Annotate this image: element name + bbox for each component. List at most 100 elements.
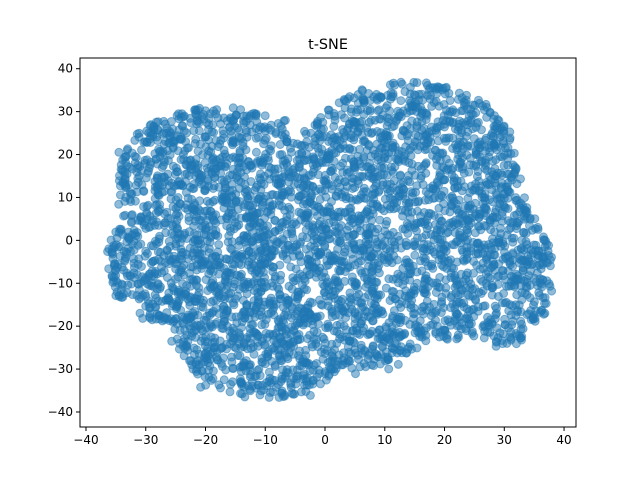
scatter-point	[171, 313, 181, 323]
scatter-point	[134, 294, 144, 304]
scatter-point	[438, 224, 448, 234]
scatter-point	[211, 252, 221, 262]
x-tick-label: −10	[253, 433, 278, 447]
scatter-point	[245, 372, 255, 382]
scatter-point	[266, 250, 276, 260]
scatter-point	[365, 104, 375, 114]
scatter-point	[347, 304, 357, 314]
scatter-point	[442, 334, 452, 344]
scatter-point	[344, 347, 354, 357]
scatter-point	[265, 388, 275, 397]
scatter-point	[133, 174, 143, 184]
scatter-point	[157, 172, 167, 182]
scatter-point	[483, 250, 492, 260]
scatter-point	[217, 190, 227, 200]
scatter-point	[436, 216, 446, 226]
scatter-point	[533, 222, 543, 232]
scatter-point	[277, 234, 287, 244]
scatter-point	[253, 380, 263, 390]
scatter-point	[220, 161, 230, 171]
scatter-point	[479, 221, 489, 230]
scatter-point	[522, 277, 532, 287]
scatter-point	[466, 319, 476, 329]
scatter-point	[436, 244, 446, 254]
scatter-point	[168, 142, 178, 152]
scatter-point	[442, 165, 452, 175]
scatter-point	[185, 314, 195, 324]
scatter-point	[323, 105, 333, 115]
scatter-point	[273, 323, 283, 333]
scatter-point	[204, 125, 213, 135]
scatter-point	[449, 177, 459, 187]
scatter-point	[263, 221, 272, 231]
scatter-point	[313, 119, 323, 129]
scatter-point	[330, 275, 340, 285]
scatter-point	[464, 221, 474, 230]
scatter-point	[225, 387, 235, 397]
scatter-point	[474, 213, 484, 223]
scatter-point	[201, 332, 211, 341]
x-tick-label: 10	[377, 433, 392, 447]
scatter-point	[266, 308, 276, 318]
scatter-point	[315, 216, 325, 226]
scatter-point	[521, 237, 531, 247]
scatter-point	[209, 106, 219, 116]
scatter-point	[347, 272, 357, 282]
scatter-point	[309, 154, 319, 164]
scatter-point	[251, 133, 261, 143]
scatter-point	[319, 268, 329, 278]
scatter-point	[166, 128, 176, 138]
scatter-point	[296, 237, 306, 247]
scatter-point	[243, 200, 253, 210]
scatter-point	[509, 275, 519, 285]
scatter-point	[390, 80, 399, 90]
scatter-point	[270, 164, 280, 174]
scatter-point	[172, 167, 182, 177]
scatter-point	[260, 111, 270, 121]
scatter-point	[405, 319, 415, 329]
scatter-point	[340, 144, 350, 154]
scatter-point	[331, 310, 340, 320]
scatter-point	[187, 360, 197, 370]
scatter-point	[469, 331, 479, 341]
scatter-point	[220, 197, 230, 207]
scatter-point	[481, 204, 491, 214]
scatter-point	[417, 233, 427, 243]
y-tick-label: 30	[58, 105, 73, 119]
scatter-point	[407, 159, 417, 169]
scatter-point	[396, 170, 405, 180]
scatter-point	[466, 109, 476, 119]
scatter-point	[479, 320, 489, 330]
scatter-point	[377, 253, 387, 263]
scatter-point	[539, 309, 549, 319]
scatter-point	[177, 233, 187, 243]
scatter-point	[325, 357, 335, 366]
scatter-point	[338, 306, 348, 316]
scatter-point	[295, 154, 305, 164]
scatter-point	[408, 261, 418, 271]
scatter-point	[383, 355, 393, 365]
scatter-point	[332, 140, 342, 150]
scatter-point	[215, 336, 225, 346]
scatter-point	[405, 124, 415, 134]
scatter-point	[380, 194, 390, 204]
scatter-point	[254, 193, 264, 203]
scatter-point	[258, 158, 268, 168]
scatter-point	[507, 175, 517, 185]
scatter-point	[349, 132, 359, 142]
scatter-point	[491, 304, 501, 313]
scatter-point	[196, 320, 205, 330]
scatter-point	[502, 230, 512, 240]
scatter-point	[518, 255, 528, 265]
scatter-point	[229, 300, 239, 310]
scatter-point	[251, 147, 261, 157]
scatter-point	[237, 133, 247, 143]
scatter-point	[470, 228, 480, 238]
scatter-point	[334, 258, 344, 268]
scatter-point	[368, 209, 378, 219]
scatter-point	[383, 90, 393, 100]
scatter-point	[157, 187, 167, 197]
scatter-point	[229, 251, 239, 261]
scatter-point	[516, 174, 525, 184]
